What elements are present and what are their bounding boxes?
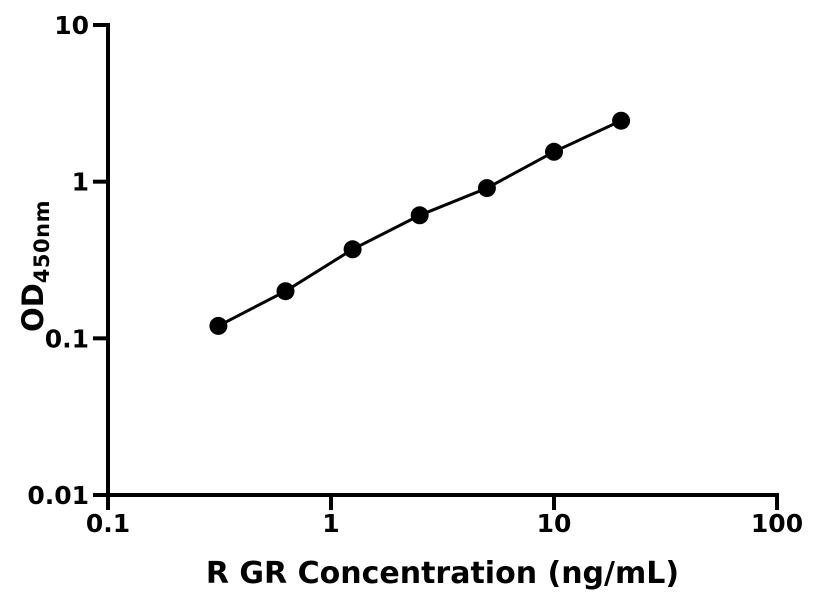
y-axis-tick-label: 10 [54,11,89,40]
x-axis-tick-label: 100 [751,509,803,538]
data-point-marker [410,206,429,225]
x-axis-tick-label: 10 [537,509,572,538]
data-point-marker [209,316,228,335]
axis-spines [106,23,779,497]
x-axis-tick-label: 1 [322,509,339,538]
x-axis-title: R GR Concentration (ng/mL) [205,556,680,591]
data-point-marker [545,142,563,161]
data-point-marker [477,179,496,198]
data-point-marker [612,111,631,130]
y-axis-title: OD450nm [16,200,54,332]
x-axis-tick-label: 0.1 [86,509,130,538]
y-axis-tick-label: 0.01 [27,481,89,510]
y-axis-tick-label: 1 [72,168,89,197]
y-axis-tick-label: 0.1 [45,324,89,353]
data-point-marker [343,240,362,259]
y-axis-title-base: OD [16,283,50,332]
data-point-marker [276,282,295,301]
y-axis-title-subscript: 450nm [30,200,54,284]
